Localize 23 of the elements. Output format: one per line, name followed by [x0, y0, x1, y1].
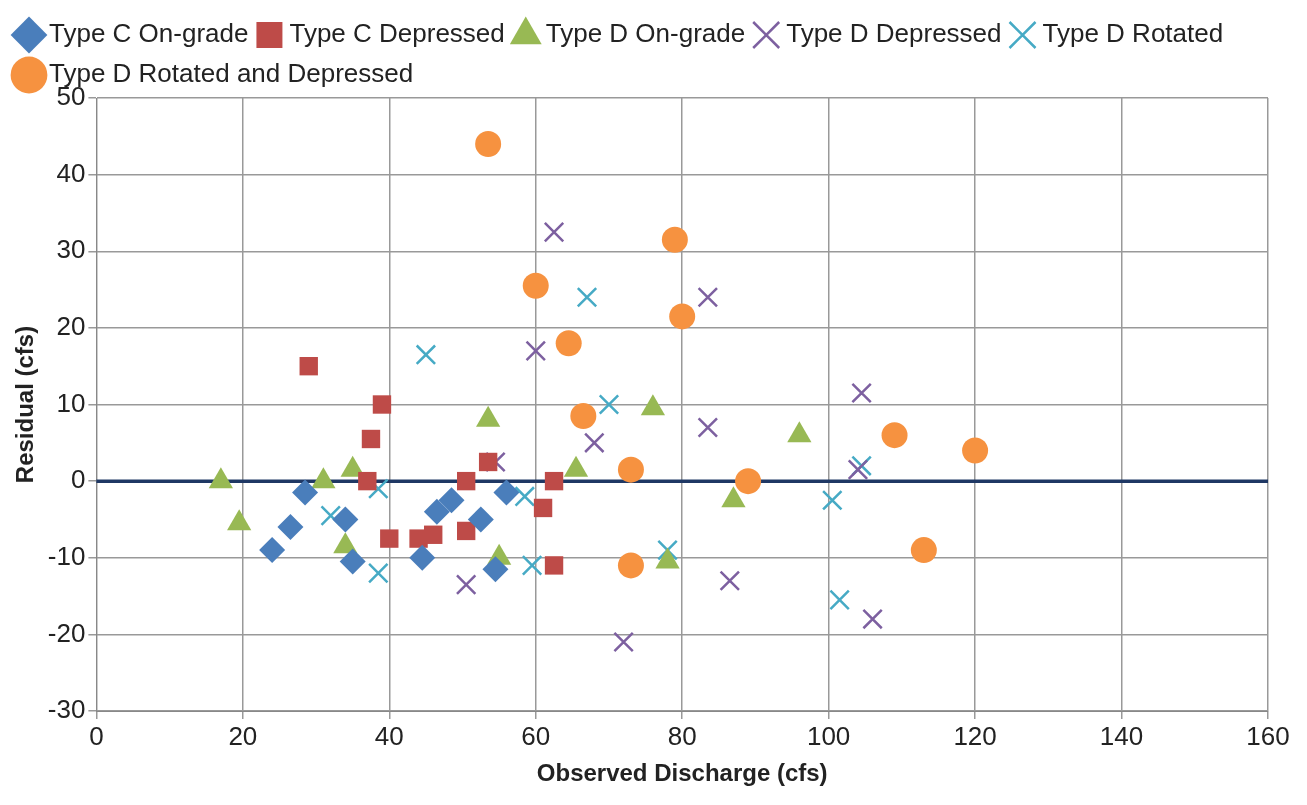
- y-tick-label: -20: [47, 617, 86, 648]
- legend-label: Type C Depressed: [289, 18, 505, 49]
- legend-label: Type D Rotated: [1042, 18, 1224, 49]
- y-tick-label: 20: [56, 311, 86, 342]
- legend-label: Type D On-grade: [545, 18, 746, 49]
- x-tick-label: 120: [953, 720, 997, 751]
- y-tick-label: 10: [56, 387, 86, 418]
- x-tick-label: 60: [521, 720, 551, 751]
- x-tick-label: 80: [667, 720, 697, 751]
- x-tick-label: 140: [1099, 720, 1144, 751]
- x-tick-label: 100: [806, 720, 851, 751]
- y-tick-label: -30: [47, 694, 86, 725]
- y-tick-label: 40: [56, 157, 86, 188]
- y-tick-label: 30: [56, 234, 86, 265]
- y-tick-label: 0: [70, 464, 86, 495]
- x-tick-label: 20: [228, 720, 258, 751]
- legend-label: Type D Depressed: [786, 18, 1002, 49]
- x-axis-title: Observed Discharge (cfs): [536, 759, 828, 787]
- legend-label: Type C On-grade: [49, 18, 249, 49]
- x-tick-label: 160: [1246, 720, 1290, 751]
- y-axis-title: Residual (cfs): [11, 325, 39, 484]
- y-tick-label: -10: [47, 540, 86, 571]
- x-tick-label: 40: [374, 720, 404, 751]
